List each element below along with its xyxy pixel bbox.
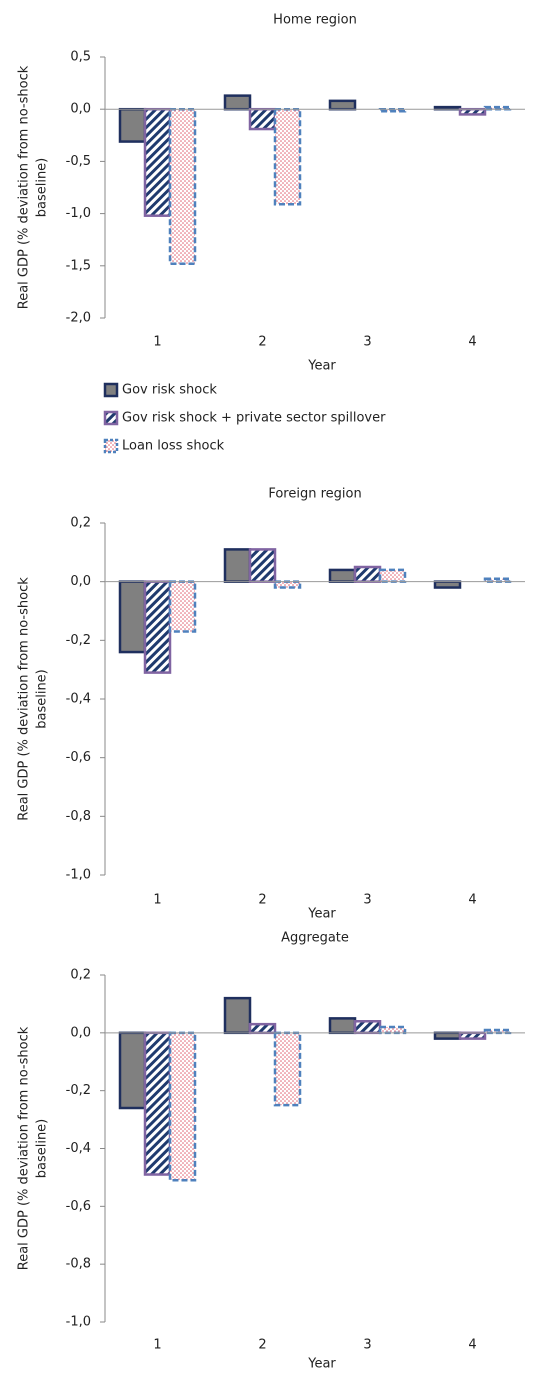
y-tick-label: -1,0 (66, 868, 91, 883)
y-axis-title: Real GDP (% deviation from no-shock (17, 1026, 32, 1270)
y-axis-title: Real GDP (% deviation from no-shock (17, 65, 32, 309)
bar (118, 107, 147, 143)
bar (378, 568, 407, 583)
x-tick-label: 3 (363, 335, 371, 350)
bar (223, 996, 252, 1035)
bar (433, 1031, 462, 1040)
chart-title: Foreign region (268, 487, 361, 502)
y-tick-label: -1,5 (66, 258, 91, 273)
bar (353, 565, 382, 583)
x-tick-label: 1 (153, 1338, 161, 1353)
bar (273, 107, 302, 206)
bar (328, 99, 357, 111)
y-tick-label: 0,0 (70, 1025, 91, 1040)
legend-label: Gov risk shock (122, 383, 217, 398)
legend-label: Gov risk shock + private sector spillove… (122, 411, 386, 426)
y-axis-title: baseline) (35, 669, 50, 729)
legend-label: Loan loss shock (122, 439, 225, 454)
x-tick-label: 4 (468, 1338, 476, 1353)
chart-title: Aggregate (281, 931, 349, 946)
y-tick-label: 0,0 (70, 574, 91, 589)
legend-swatch (103, 410, 119, 426)
y-tick-label: -0,2 (66, 633, 91, 648)
bar (328, 568, 357, 583)
x-tick-label: 2 (258, 893, 266, 908)
x-axis-title: Year (307, 1357, 336, 1372)
legend-swatch (103, 438, 119, 454)
y-tick-label: -2,0 (66, 311, 91, 326)
bar (118, 580, 147, 654)
y-axis-title: Real GDP (% deviation from no-shock (17, 577, 32, 821)
bar (143, 107, 172, 217)
bar (143, 580, 172, 674)
x-tick-label: 3 (363, 1338, 371, 1353)
y-axis-title: baseline) (35, 158, 50, 218)
y-tick-label: -0,8 (66, 809, 91, 824)
y-tick-label: 0,0 (70, 102, 91, 117)
bar (328, 1017, 357, 1035)
x-tick-label: 3 (363, 893, 371, 908)
y-tick-label: -1,0 (66, 1315, 91, 1330)
y-tick-label: 0,2 (70, 968, 91, 983)
y-tick-label: -0,4 (66, 1141, 91, 1156)
y-tick-label: -1,0 (66, 206, 91, 221)
bar (458, 1031, 487, 1040)
y-tick-label: 0,2 (70, 516, 91, 531)
bar (143, 1031, 172, 1176)
bar (168, 1031, 197, 1182)
bar (248, 1022, 277, 1035)
bar (273, 1031, 302, 1107)
x-tick-label: 2 (258, 335, 266, 350)
bar (118, 1031, 147, 1110)
x-tick-label: 1 (153, 335, 161, 350)
x-tick-label: 4 (468, 893, 476, 908)
x-axis-title: Year (307, 359, 336, 374)
bar (168, 580, 197, 633)
y-tick-label: -0,6 (66, 1199, 91, 1214)
bar (378, 1025, 407, 1035)
bar (273, 580, 302, 589)
bar (353, 1020, 382, 1035)
y-axis-title: baseline) (35, 1119, 50, 1179)
bar (223, 94, 252, 111)
bar (248, 548, 277, 583)
y-tick-label: -0,6 (66, 750, 91, 765)
y-tick-label: 0,5 (70, 50, 91, 65)
x-tick-label: 4 (468, 335, 476, 350)
x-axis-title: Year (307, 907, 336, 922)
y-tick-label: -0,4 (66, 692, 91, 707)
x-tick-label: 2 (258, 1338, 266, 1353)
y-tick-label: -0,2 (66, 1083, 91, 1098)
x-tick-label: 1 (153, 893, 161, 908)
chart-title: Home region (273, 13, 357, 28)
bar (458, 107, 487, 116)
legend-swatch (103, 382, 119, 398)
bar (248, 107, 277, 131)
bar (433, 580, 462, 589)
bar (168, 107, 197, 265)
bar (223, 548, 252, 583)
y-tick-label: -0,8 (66, 1257, 91, 1272)
y-tick-label: -0,5 (66, 154, 91, 169)
